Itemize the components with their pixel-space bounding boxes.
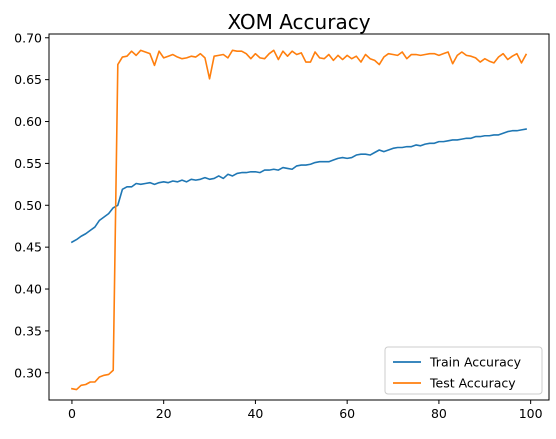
plot-area [49,34,549,400]
x-tick-label: 0 [68,406,76,421]
y-tick-label: 0.45 [14,240,42,255]
y-tick-label: 0.55 [14,156,42,171]
x-tick-label: 80 [431,406,447,421]
y-tick-label: 0.40 [14,282,42,297]
series-line-train-accuracy [70,128,527,244]
x-tick-label: 60 [339,406,355,421]
axes-layer: 0 20 40 60 80 100 0.30 0.35 0.40 0.45 0.50 0.55 0.60… [14,30,550,421]
x-tick-label: 100 [519,406,543,421]
y-tick-label: 0.50 [14,198,42,213]
x-tick-label: 20 [156,406,172,421]
legend-label-test: Test Accuracy [429,376,516,391]
x-tick-label: 40 [247,406,263,421]
axes-frame [48,33,550,401]
series-layer [70,49,528,391]
y-tick-label: 0.35 [14,323,42,338]
y-tick-label: 0.30 [14,365,42,380]
legend-box [384,346,543,395]
legend-label-train: Train Accuracy [429,355,522,370]
chart-title: XOM Accuracy [227,10,370,34]
series-line-test-accuracy [71,49,528,391]
y-tick-label: 0.70 [14,30,42,45]
y-tick-label: 0.65 [14,72,42,87]
y-tick-label: 0.60 [14,114,42,129]
legend: Train Accuracy Test Accuracy [384,346,543,395]
